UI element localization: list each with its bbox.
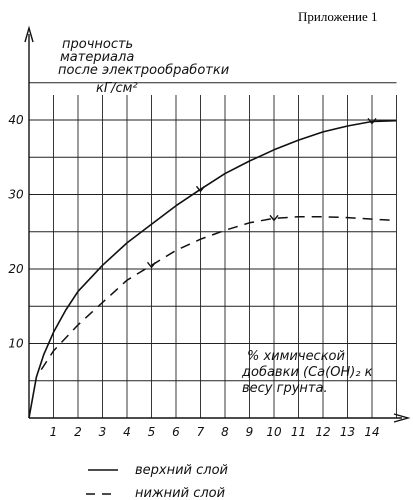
x-tick-label-13: 13 bbox=[340, 425, 355, 439]
y-axis-title-line-3: после электрообработки bbox=[58, 63, 229, 78]
x-axis-title-line-3: весу грунта. bbox=[242, 381, 328, 396]
legend-solid-label: верхний слой bbox=[135, 463, 228, 478]
x-tick-label-5: 5 bbox=[148, 425, 156, 439]
x-tick-label-11: 11 bbox=[291, 425, 306, 439]
series-1-marker-1 bbox=[269, 214, 279, 222]
x-tick-label-3: 3 bbox=[99, 425, 107, 439]
x-tick-label-6: 6 bbox=[172, 425, 180, 439]
x-tick-labels: 1 2 3 4 5 6 7 8 9 10 11 12 13 14 bbox=[50, 425, 380, 439]
y-tick-label-40: 40 bbox=[8, 113, 24, 127]
x-tick-label-14: 14 bbox=[364, 425, 379, 439]
y-tick-label-30: 30 bbox=[8, 188, 24, 202]
y-tick-label-20: 20 bbox=[8, 262, 24, 276]
x-tick-label-9: 9 bbox=[246, 425, 254, 439]
y-axis-arrow bbox=[24, 25, 34, 43]
data-series bbox=[28, 118, 397, 419]
x-axis-title-line-1: % химической bbox=[247, 349, 345, 364]
chart-grid bbox=[29, 82, 397, 418]
x-tick-label-12: 12 bbox=[315, 425, 330, 439]
series-0-marker-1 bbox=[367, 118, 377, 125]
x-axis-arrow bbox=[393, 413, 411, 423]
y-tick-label-10: 10 bbox=[8, 337, 24, 351]
legend-dashed-label: нижний слой bbox=[135, 486, 225, 500]
series-line-1 bbox=[40, 216, 397, 371]
y-axis-title-line-4: кГ/см² bbox=[96, 81, 138, 96]
x-tick-label-1: 1 bbox=[50, 425, 58, 439]
x-tick-label-7: 7 bbox=[197, 425, 205, 439]
y-axis-title-line-1: прочность bbox=[62, 37, 133, 52]
y-tick-labels: 10 20 30 40 bbox=[8, 113, 24, 351]
series-line-0 bbox=[28, 119, 397, 419]
series-1-marker-0 bbox=[146, 261, 157, 269]
x-tick-label-10: 10 bbox=[266, 425, 282, 439]
appendix-label: Приложение 1 bbox=[298, 9, 378, 24]
x-tick-label-2: 2 bbox=[74, 425, 82, 439]
x-tick-label-4: 4 bbox=[123, 425, 131, 439]
series-0-marker-0 bbox=[195, 185, 206, 193]
x-axis-title-line-2: добавки (Ca(OH)₂ к bbox=[241, 365, 373, 380]
x-tick-label-8: 8 bbox=[221, 425, 229, 439]
chart-axes bbox=[24, 25, 411, 423]
y-axis-title-line-2: материала bbox=[60, 50, 134, 65]
